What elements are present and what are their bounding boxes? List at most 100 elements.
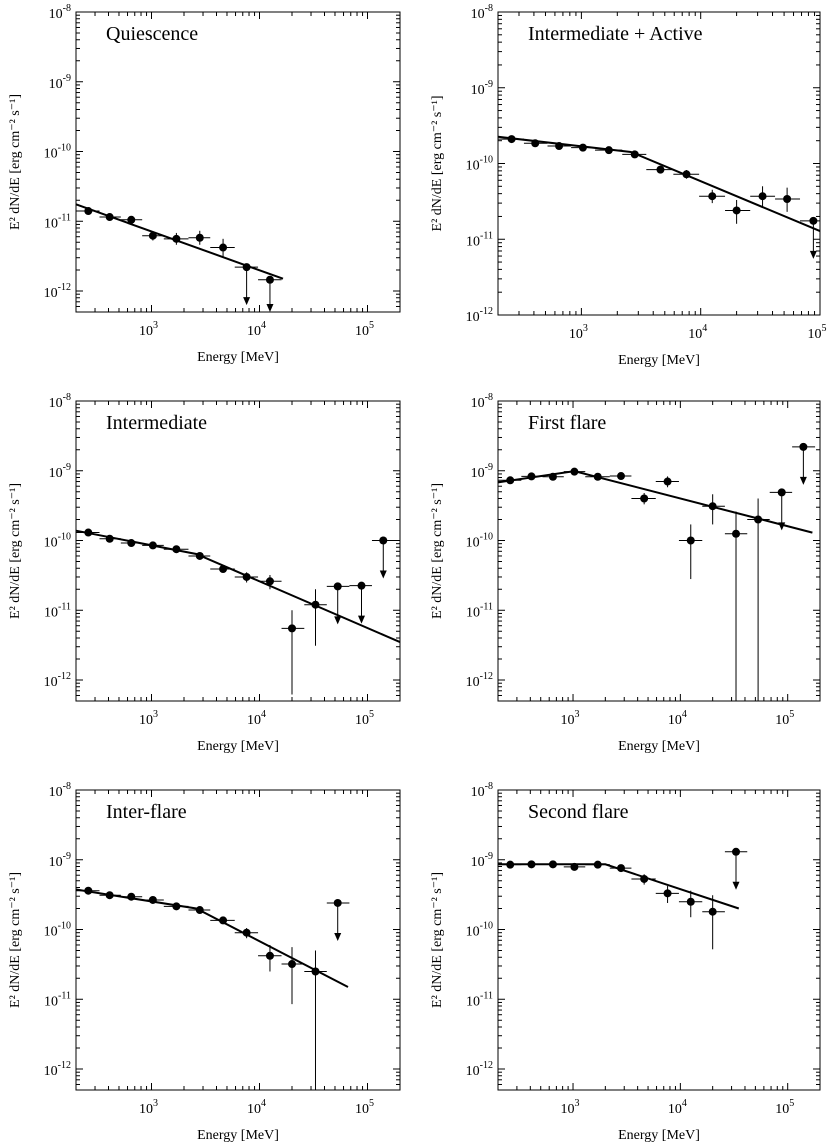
y-tick-label: 10-8: [49, 3, 71, 22]
y-tick-label: 10-12: [466, 1060, 493, 1079]
x-tick-base: 10: [688, 327, 702, 342]
data-point: [523, 139, 548, 148]
point-marker: [548, 472, 557, 481]
y-tick-base: 10: [471, 855, 485, 870]
x-tick-exp: 3: [575, 709, 580, 720]
x-tick-exp: 4: [261, 709, 266, 720]
y-tick-label: 10-10: [44, 921, 71, 940]
panel-title: Quiescence: [106, 23, 198, 45]
x-tick-label: 104: [247, 1098, 266, 1117]
point-marker: [617, 864, 626, 873]
point-marker: [708, 907, 717, 916]
data-point: [498, 860, 522, 869]
y-tick-base: 10: [466, 159, 480, 174]
point-marker: [172, 234, 181, 243]
x-tick-base: 10: [561, 1102, 575, 1117]
data-point: [585, 860, 610, 869]
y-tick-exp: -9: [485, 462, 493, 473]
y-tick-exp: -11: [58, 990, 71, 1001]
point-marker: [219, 565, 228, 574]
point-marker: [527, 472, 536, 481]
y-tick-base: 10: [466, 1064, 480, 1079]
x-tick-label: 104: [688, 323, 707, 342]
data-point: [585, 472, 610, 481]
data-point: [120, 892, 143, 901]
y-tick-base: 10: [44, 536, 58, 551]
data-point: [609, 472, 632, 481]
point-marker: [148, 895, 157, 904]
y-tick-exp: -8: [63, 3, 71, 14]
point-marker: [84, 528, 93, 537]
data-point: [258, 944, 282, 972]
point-marker: [686, 897, 695, 906]
x-tick-label: 103: [139, 709, 158, 728]
y-tick-label: 10-10: [44, 143, 71, 162]
x-tick-label: 103: [139, 320, 158, 339]
data-point: [594, 146, 623, 155]
panel-title: Intermediate + Active: [528, 23, 703, 45]
point-marker: [148, 231, 157, 240]
x-tick-base: 10: [247, 1102, 261, 1117]
data-point: [281, 610, 305, 695]
point-marker: [783, 194, 792, 203]
point-marker: [357, 581, 366, 590]
x-tick-exp: 4: [261, 1098, 266, 1109]
x-tick-base: 10: [247, 713, 261, 728]
y-tick-exp: -10: [58, 143, 71, 154]
data-point: [547, 142, 572, 151]
upper-limit-arrow: [732, 881, 740, 890]
point-marker: [682, 170, 691, 179]
y-tick-base: 10: [49, 77, 63, 92]
point-marker: [507, 135, 516, 144]
y-tick-base: 10: [49, 7, 63, 22]
x-tick-base: 10: [569, 327, 583, 342]
upper-limit-arrow: [379, 570, 387, 579]
y-tick-label: 10-9: [49, 851, 71, 870]
point-marker: [265, 951, 274, 960]
upper-limit-arrow: [357, 615, 365, 624]
point-marker: [732, 206, 741, 215]
data-point: [750, 186, 776, 207]
data-point: [210, 565, 235, 574]
x-tick-exp: 3: [575, 1098, 580, 1109]
upper-limit-point: [234, 263, 259, 306]
upper-limit-point: [724, 847, 748, 890]
point-marker: [732, 529, 741, 538]
data-point: [76, 207, 100, 216]
data-point: [542, 472, 564, 481]
point-marker: [640, 874, 649, 883]
x-tick-base: 10: [775, 1102, 789, 1117]
point-marker: [809, 216, 818, 225]
point-marker: [578, 143, 587, 152]
model-curve: [497, 470, 813, 534]
upper-limit-arrow: [243, 297, 251, 306]
x-tick-label: 103: [139, 1098, 158, 1117]
y-tick-base: 10: [49, 855, 63, 870]
y-axis-label: E² dN/dE [erg cm⁻² s⁻¹]: [430, 483, 445, 619]
data-point: [521, 472, 543, 481]
point-marker: [219, 916, 228, 925]
point-marker: [148, 541, 157, 550]
x-tick-exp: 4: [682, 1098, 687, 1109]
x-tick-exp: 3: [153, 320, 158, 331]
y-tick-exp: -11: [58, 212, 71, 223]
data-point: [678, 890, 703, 918]
data-point: [747, 498, 770, 701]
x-tick-label: 103: [561, 1098, 580, 1117]
y-tick-exp: -12: [58, 671, 71, 682]
y-tick-base: 10: [44, 286, 58, 301]
model-curve: [497, 135, 821, 233]
point-marker: [105, 891, 114, 900]
y-tick-base: 10: [466, 994, 480, 1009]
data-point: [702, 494, 725, 525]
data-point: [699, 189, 726, 204]
y-tick-exp: -12: [480, 306, 493, 317]
y-tick-base: 10: [44, 925, 58, 940]
y-tick-base: 10: [44, 216, 58, 231]
point-marker: [777, 488, 786, 497]
point-marker: [593, 472, 602, 481]
upper-limit-point: [371, 536, 396, 579]
